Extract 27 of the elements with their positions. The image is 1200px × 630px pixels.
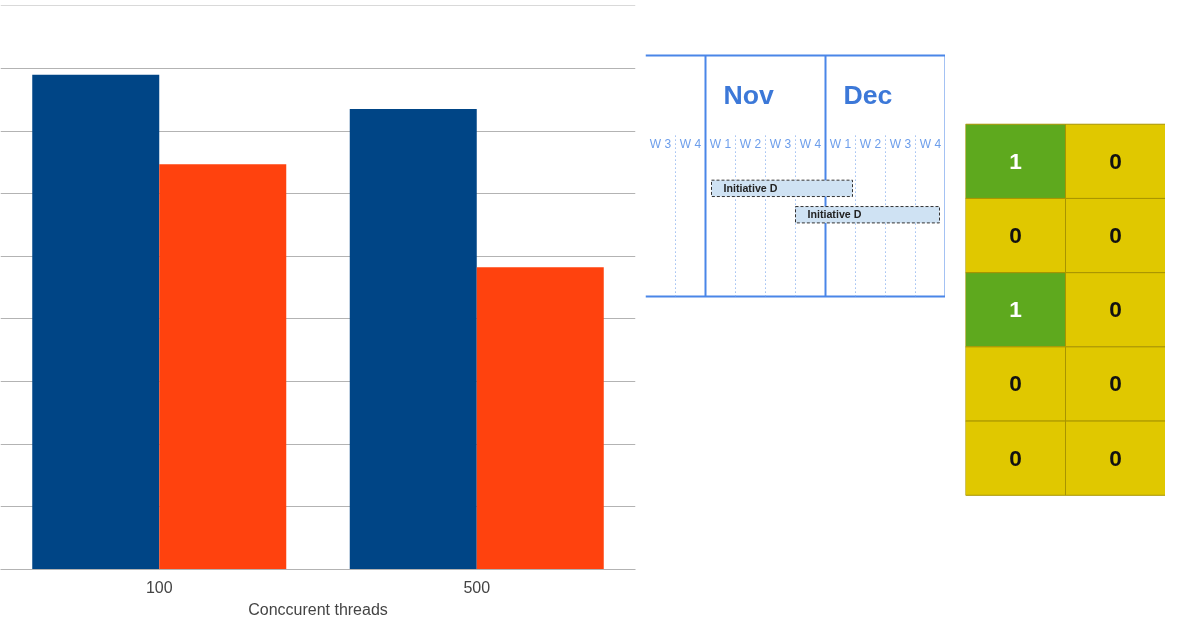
text: Dec [843, 80, 893, 111]
category-label: W 3 [889, 137, 912, 152]
x-axis-title: Conccurent threads [248, 600, 388, 618]
category-label: W 4 [919, 137, 942, 152]
x-tick-label: 100 [145, 578, 173, 596]
category-label: W 3 [649, 137, 672, 152]
category-label: W 2 [739, 137, 762, 152]
data-label: 0 [1109, 147, 1122, 174]
text: Initiative D [723, 181, 778, 194]
category-label: W 3 [769, 137, 792, 152]
category-label: W 2 [859, 137, 882, 152]
category-label: W 4 [679, 137, 702, 152]
category-label: W 4 [799, 137, 822, 152]
data-label: 1 [1009, 296, 1022, 323]
data-label: 0 [1109, 370, 1122, 397]
text: Initiative D [807, 208, 862, 221]
data-label: 0 [1009, 222, 1022, 249]
data-label: 0 [1009, 370, 1022, 397]
data-label: 0 [1109, 222, 1122, 249]
data-label: 0 [1009, 444, 1022, 471]
text: Nov [723, 80, 775, 111]
category-label: W 1 [829, 137, 852, 152]
category-label: W 1 [709, 137, 732, 152]
x-tick-label: 500 [463, 578, 491, 596]
data-label: 1 [1009, 147, 1022, 174]
data-label: 0 [1109, 444, 1122, 471]
data-label: 0 [1109, 296, 1122, 323]
